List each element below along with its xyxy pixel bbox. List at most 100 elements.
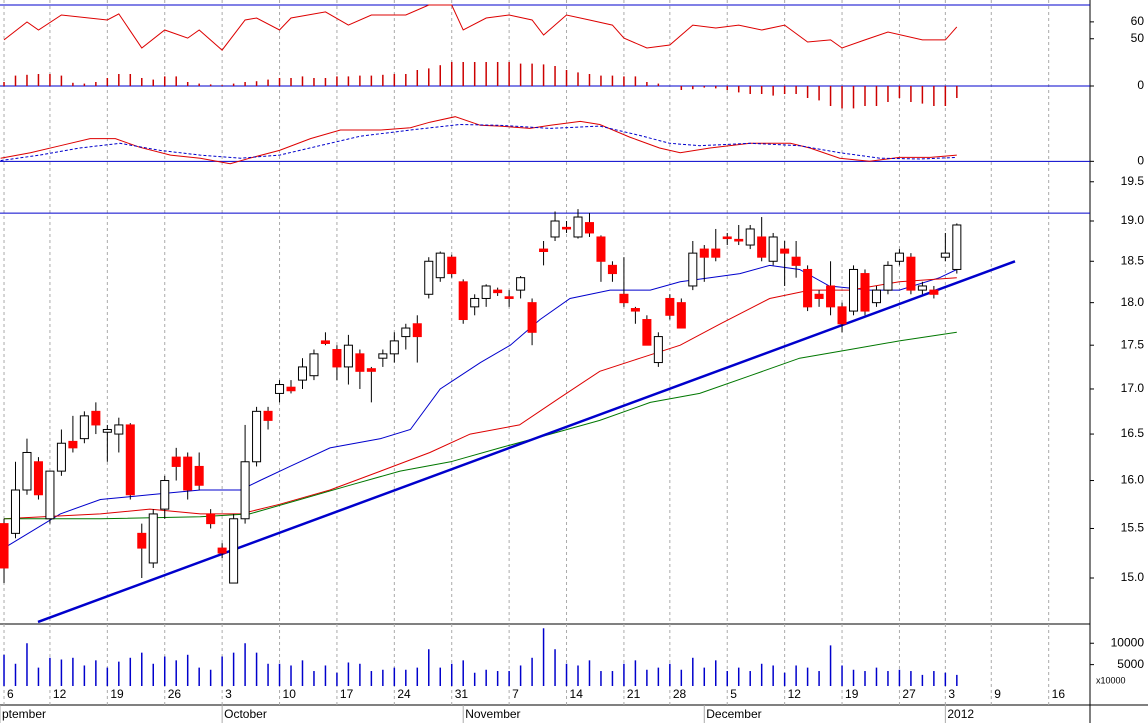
price-tick-label: 15.0	[1121, 570, 1145, 584]
candle-body	[688, 252, 698, 287]
rsi-tick-label: 60	[1131, 14, 1145, 28]
candle-body	[206, 513, 216, 525]
candle-body	[929, 289, 939, 295]
x-tick-label: 12	[788, 687, 802, 701]
candle-body	[642, 319, 652, 346]
x-tick-label: 17	[340, 687, 354, 701]
candle-body	[596, 236, 606, 262]
candle-body	[653, 336, 663, 364]
x-tick-label: 21	[627, 687, 641, 701]
x-tick-label: 28	[673, 687, 687, 701]
candle-body	[734, 238, 744, 242]
price-tick-label: 19.0	[1121, 213, 1145, 227]
candle-body	[240, 461, 250, 520]
candle-body	[320, 340, 330, 344]
candle-body	[826, 285, 836, 308]
candle-body	[412, 323, 422, 338]
price-tick-label: 15.5	[1121, 521, 1145, 535]
candle-body	[68, 440, 78, 449]
month-label: 2012	[947, 707, 974, 721]
candle-body	[56, 442, 66, 472]
x-tick-label: 3	[948, 687, 955, 701]
candle-body	[757, 236, 767, 258]
candle-body	[183, 456, 193, 491]
candle-body	[217, 547, 227, 554]
candle-body	[711, 248, 721, 258]
candle-body	[768, 236, 778, 262]
candle-body	[516, 277, 526, 291]
x-tick-label: 14	[570, 687, 584, 701]
candle-body	[607, 264, 617, 275]
candle-body	[573, 216, 583, 238]
month-label: ptember	[2, 707, 46, 721]
candle-body	[803, 268, 813, 308]
hist-tick-label: 0	[1137, 78, 1144, 92]
candle-body	[504, 296, 514, 299]
candle-body	[252, 410, 262, 463]
price-tick-label: 18.5	[1121, 253, 1145, 267]
candle-body	[171, 456, 181, 467]
candle-body	[814, 293, 824, 299]
candle-body	[309, 353, 319, 377]
candle-body	[332, 349, 342, 368]
candle-body	[447, 256, 457, 275]
price-tick-label: 16.0	[1121, 473, 1145, 487]
candle-body	[860, 273, 870, 312]
x-tick-label: 24	[397, 687, 411, 701]
candle-body	[366, 368, 376, 372]
macd-tick-label: 0	[1137, 154, 1144, 168]
candle-body	[699, 248, 709, 258]
candle-body	[493, 289, 503, 294]
candle-body	[263, 410, 273, 421]
candle-body	[22, 451, 32, 491]
candle-body	[378, 353, 388, 359]
candle-body	[952, 224, 962, 270]
x-tick-label: 12	[53, 687, 67, 701]
candle-body	[458, 281, 468, 321]
candle-body	[160, 480, 170, 510]
candle-body	[435, 252, 445, 279]
volume-tick-label: 5000	[1117, 657, 1144, 671]
candle-body	[791, 256, 801, 266]
candle-body	[0, 523, 9, 569]
moving-average	[3, 264, 958, 549]
month-label: October	[224, 707, 267, 721]
candle-body	[355, 353, 365, 372]
volume-tick-label: 10000	[1111, 635, 1145, 649]
candle-body	[79, 415, 89, 440]
candle-body	[194, 465, 204, 486]
candle-body	[45, 470, 55, 520]
candle-body	[837, 306, 847, 325]
candle-body	[848, 268, 859, 312]
price-tick-label: 17.5	[1121, 337, 1145, 351]
x-tick-label: 9	[994, 687, 1001, 701]
candle-body	[389, 340, 399, 355]
candle-body	[33, 461, 43, 496]
month-label: November	[465, 707, 520, 721]
candle-body	[665, 297, 675, 316]
candle-body	[229, 518, 239, 584]
candle-body	[10, 489, 21, 534]
candle-body	[894, 252, 904, 262]
candle-body	[630, 308, 640, 312]
candle-body	[883, 264, 893, 291]
x-tick-label: 31	[455, 687, 469, 701]
x-tick-label: 10	[283, 687, 297, 701]
candle-body	[286, 386, 296, 392]
x-tick-label: 19	[845, 687, 859, 701]
candle-body	[562, 226, 572, 230]
candle-body	[102, 428, 112, 433]
candle-body	[780, 248, 790, 254]
candle-body	[470, 297, 480, 308]
x-tick-label: 6	[7, 687, 14, 701]
candle-body	[125, 424, 135, 496]
candle-body	[401, 327, 411, 338]
price-tick-label: 16.5	[1121, 426, 1145, 440]
volume-unit: x10000	[1096, 675, 1126, 685]
rsi-tick-label: 50	[1131, 31, 1145, 45]
candle-body	[539, 248, 549, 253]
candle-body	[481, 285, 491, 299]
x-tick-label: 3	[225, 687, 232, 701]
